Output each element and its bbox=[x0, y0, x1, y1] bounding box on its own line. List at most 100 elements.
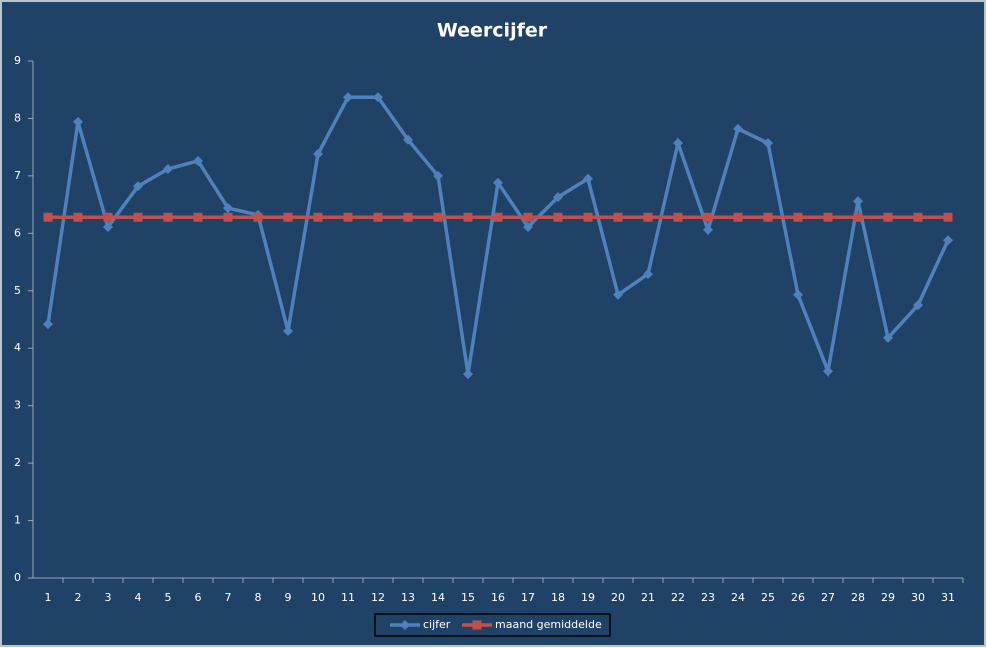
data-point bbox=[733, 212, 743, 222]
data-point bbox=[133, 181, 143, 192]
x-tick-label: 12 bbox=[371, 591, 385, 604]
data-point bbox=[493, 177, 503, 188]
data-point bbox=[613, 289, 623, 300]
x-tick-label: 9 bbox=[285, 591, 292, 604]
data-point bbox=[763, 138, 773, 149]
y-tick-label: 0 bbox=[14, 571, 21, 584]
data-point bbox=[913, 300, 923, 311]
x-tick-label: 11 bbox=[341, 591, 355, 604]
data-point bbox=[313, 149, 323, 160]
data-point bbox=[433, 212, 443, 222]
data-point bbox=[523, 222, 533, 233]
data-point bbox=[703, 212, 713, 222]
data-point bbox=[223, 203, 233, 214]
x-tick-label: 23 bbox=[701, 591, 715, 604]
y-tick-label: 8 bbox=[14, 111, 21, 124]
x-tick-label: 19 bbox=[581, 591, 595, 604]
y-tick-label: 1 bbox=[14, 514, 21, 527]
data-point bbox=[433, 170, 443, 181]
data-point bbox=[853, 212, 863, 222]
x-tick-label: 16 bbox=[491, 591, 505, 604]
x-tick-label: 2 bbox=[75, 591, 82, 604]
x-tick-label: 25 bbox=[761, 591, 775, 604]
data-point bbox=[793, 212, 803, 222]
data-point bbox=[943, 235, 953, 246]
chart-title: Weercijfer bbox=[437, 20, 548, 42]
data-point bbox=[223, 212, 233, 222]
data-point bbox=[373, 92, 383, 103]
data-point bbox=[193, 155, 203, 166]
x-tick-label: 5 bbox=[165, 591, 172, 604]
data-point bbox=[883, 212, 893, 222]
data-point bbox=[43, 212, 53, 222]
data-point bbox=[283, 212, 293, 222]
x-tick-label: 13 bbox=[401, 591, 415, 604]
data-point bbox=[703, 224, 713, 235]
x-tick-label: 27 bbox=[821, 591, 835, 604]
data-point bbox=[613, 212, 623, 222]
x-tick-label: 3 bbox=[105, 591, 112, 604]
data-point bbox=[673, 212, 683, 222]
data-point bbox=[343, 212, 353, 222]
data-point bbox=[403, 212, 413, 222]
data-point bbox=[313, 212, 323, 222]
data-point bbox=[163, 212, 173, 222]
data-point bbox=[583, 212, 593, 222]
data-point bbox=[343, 92, 353, 103]
y-tick-label: 9 bbox=[14, 54, 21, 67]
data-point bbox=[463, 369, 473, 380]
y-tick-label: 3 bbox=[14, 399, 21, 412]
data-point bbox=[883, 332, 893, 343]
data-point bbox=[943, 212, 953, 222]
data-point bbox=[193, 212, 203, 222]
x-tick-label: 26 bbox=[791, 591, 805, 604]
data-point bbox=[403, 134, 413, 145]
data-point bbox=[913, 212, 923, 222]
y-tick-label: 6 bbox=[14, 226, 21, 239]
data-point bbox=[733, 123, 743, 134]
data-point bbox=[43, 319, 53, 330]
x-tick-label: 30 bbox=[911, 591, 925, 604]
data-point bbox=[523, 212, 533, 222]
legend-marker bbox=[472, 620, 482, 630]
x-tick-label: 22 bbox=[671, 591, 685, 604]
legend-label: maand gemiddelde bbox=[495, 618, 602, 631]
data-point bbox=[643, 212, 653, 222]
legend-marker bbox=[400, 620, 410, 630]
data-point bbox=[373, 212, 383, 222]
x-tick-label: 10 bbox=[311, 591, 325, 604]
x-tick-label: 1 bbox=[45, 591, 52, 604]
x-tick-label: 20 bbox=[611, 591, 625, 604]
data-point bbox=[823, 366, 833, 377]
data-point bbox=[463, 212, 473, 222]
data-point bbox=[583, 173, 593, 184]
x-tick-label: 4 bbox=[135, 591, 142, 604]
data-point bbox=[553, 192, 563, 203]
x-tick-label: 29 bbox=[881, 591, 895, 604]
data-point bbox=[103, 212, 113, 222]
x-tick-label: 7 bbox=[225, 591, 232, 604]
data-point bbox=[493, 212, 503, 222]
x-tick-label: 31 bbox=[941, 591, 955, 604]
data-point bbox=[73, 212, 83, 222]
data-point bbox=[133, 212, 143, 222]
y-tick-label: 2 bbox=[14, 456, 21, 469]
data-point bbox=[823, 212, 833, 222]
x-tick-label: 21 bbox=[641, 591, 655, 604]
data-point bbox=[253, 212, 263, 222]
data-point bbox=[73, 116, 83, 127]
data-point bbox=[643, 269, 653, 280]
data-point bbox=[793, 289, 803, 300]
data-point bbox=[763, 212, 773, 222]
x-tick-label: 14 bbox=[431, 591, 445, 604]
y-tick-label: 7 bbox=[14, 169, 21, 182]
y-tick-label: 4 bbox=[14, 341, 21, 354]
x-tick-label: 15 bbox=[461, 591, 475, 604]
x-tick-label: 28 bbox=[851, 591, 865, 604]
x-tick-label: 6 bbox=[195, 591, 202, 604]
y-tick-label: 5 bbox=[14, 284, 21, 297]
data-point bbox=[553, 212, 563, 222]
data-point bbox=[853, 196, 863, 207]
x-tick-label: 18 bbox=[551, 591, 565, 604]
